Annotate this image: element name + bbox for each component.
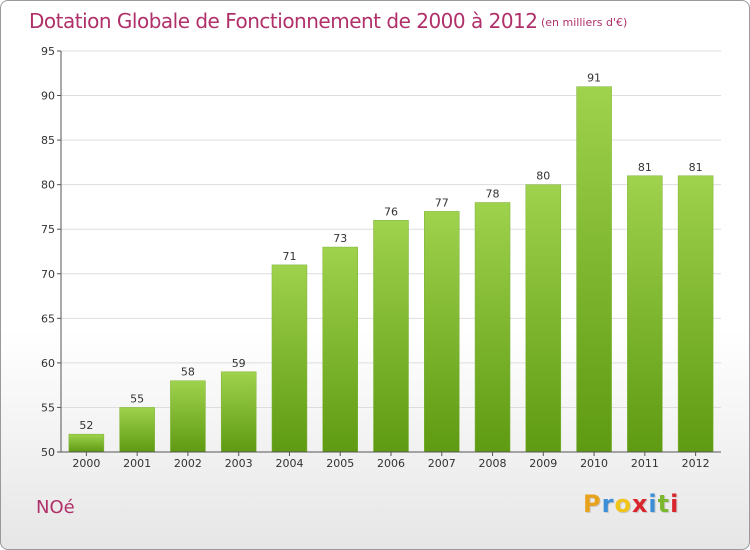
- logo-letter: o: [614, 490, 632, 518]
- x-tick-label: 2011: [631, 457, 659, 470]
- x-tick-label: 2003: [225, 457, 253, 470]
- y-tick-label: 55: [41, 401, 55, 414]
- data-label: 71: [282, 250, 296, 263]
- data-label: 77: [435, 196, 449, 209]
- bar-2001: [119, 407, 155, 453]
- x-tick-label: 2007: [428, 457, 456, 470]
- logo-letter: i: [648, 490, 658, 518]
- x-tick-label: 2002: [174, 457, 202, 470]
- logo-letter: t: [657, 490, 671, 518]
- bar-2005: [322, 246, 358, 453]
- chart-subtitle: (en milliers d'€): [541, 16, 628, 29]
- logo-letter: i: [670, 490, 680, 518]
- logo-letter: x: [631, 490, 649, 518]
- x-tick-label: 2010: [580, 457, 608, 470]
- bar-2006: [373, 220, 409, 453]
- y-tick-label: 80: [41, 179, 55, 192]
- y-tick-label: 90: [41, 90, 55, 103]
- bar-2004: [271, 264, 308, 453]
- x-tick-label: 2000: [72, 457, 100, 470]
- y-tick-label: 50: [41, 446, 55, 459]
- commune-name: NOé: [36, 497, 75, 518]
- y-tick-label: 70: [41, 268, 55, 281]
- bar-2008: [474, 202, 511, 453]
- y-tick-label: 95: [41, 45, 55, 58]
- data-label: 78: [486, 187, 500, 200]
- bar-2011: [627, 175, 663, 453]
- data-label: 52: [79, 419, 93, 432]
- bar-2012: [677, 175, 714, 453]
- data-label: 81: [689, 161, 703, 174]
- x-tick-label: 2008: [479, 457, 507, 470]
- x-tick-label: 2005: [326, 457, 354, 470]
- axes: 50 55 60 65 70 75 80 85 90 95 2000 2001 2002 2003 2004…: [41, 45, 721, 470]
- bar-2000: [68, 433, 105, 453]
- x-tick-label: 2009: [529, 457, 557, 470]
- proxiti-logo: Proxiti: [583, 490, 679, 518]
- data-label: 59: [232, 357, 246, 370]
- data-label: 80: [536, 170, 550, 183]
- bar-2010: [576, 86, 612, 453]
- y-tick-label: 60: [41, 357, 55, 370]
- data-label: 91: [587, 72, 601, 85]
- data-label: 73: [333, 232, 347, 245]
- bar-2002: [170, 380, 206, 453]
- data-label: 58: [181, 366, 195, 379]
- chart-title: Dotation Globale de Fonctionnement de 20…: [29, 9, 538, 33]
- data-label: 55: [130, 392, 144, 405]
- y-tick-label: 75: [41, 223, 55, 236]
- x-tick-label: 2001: [123, 457, 151, 470]
- y-tick-label: 85: [41, 134, 55, 147]
- bar-2007: [424, 211, 460, 453]
- x-tick-label: 2012: [682, 457, 710, 470]
- data-labels: 52 55 58 59 71 73 76 77 78 80 91 81 81: [79, 72, 702, 433]
- logo-letter: r: [601, 490, 615, 518]
- bar-2009: [525, 184, 562, 453]
- x-tick-label: 2006: [377, 457, 405, 470]
- data-label: 76: [384, 205, 398, 218]
- bar-2003: [220, 371, 257, 453]
- data-label: 81: [638, 161, 652, 174]
- logo-letter: P: [583, 490, 602, 518]
- x-tick-label: 2004: [275, 457, 303, 470]
- bars: [68, 86, 714, 453]
- y-tick-label: 65: [41, 312, 55, 325]
